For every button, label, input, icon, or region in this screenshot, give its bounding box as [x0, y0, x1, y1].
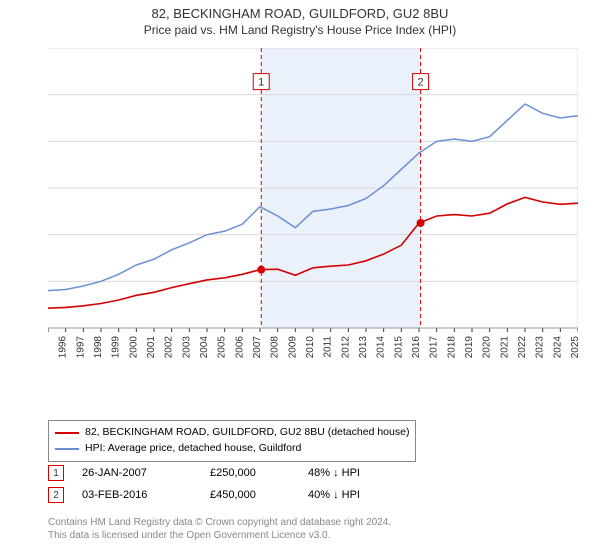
svg-text:1997: 1997 — [75, 336, 86, 359]
svg-text:2005: 2005 — [217, 336, 228, 359]
legend-item: 82, BECKINGHAM ROAD, GUILDFORD, GU2 8BU … — [55, 425, 409, 441]
svg-text:1995: 1995 — [48, 336, 51, 359]
price-chart: £0£200K£400K£600K£800K£1M£1.2M1995199619… — [48, 48, 578, 368]
svg-text:2014: 2014 — [376, 336, 387, 359]
svg-text:2007: 2007 — [252, 336, 263, 359]
events-table: 1 26-JAN-2007 £250,000 48% ↓ HPI 2 03-FEB-201… — [48, 462, 408, 506]
svg-text:2001: 2001 — [146, 336, 157, 359]
svg-text:2018: 2018 — [446, 336, 457, 359]
svg-text:2017: 2017 — [429, 336, 440, 359]
event-delta: 48% ↓ HPI — [308, 467, 408, 479]
svg-text:2016: 2016 — [411, 336, 422, 359]
legend-swatch — [55, 448, 79, 450]
event-badge: 2 — [48, 487, 64, 503]
event-price: £250,000 — [210, 467, 290, 479]
svg-text:1999: 1999 — [111, 336, 122, 359]
chart-title: 82, BECKINGHAM ROAD, GUILDFORD, GU2 8BU — [0, 6, 600, 21]
svg-text:2015: 2015 — [393, 336, 404, 359]
svg-text:2008: 2008 — [270, 336, 281, 359]
legend-label: 82, BECKINGHAM ROAD, GUILDFORD, GU2 8BU … — [85, 425, 409, 441]
svg-text:2019: 2019 — [464, 336, 475, 359]
event-row: 2 03-FEB-2016 £450,000 40% ↓ HPI — [48, 484, 408, 506]
event-price: £450,000 — [210, 489, 290, 501]
footer-line-1: Contains HM Land Registry data © Crown c… — [48, 516, 391, 529]
footer-line-2: This data is licensed under the Open Gov… — [48, 529, 391, 542]
legend-label: HPI: Average price, detached house, Guil… — [85, 441, 301, 457]
event-date: 03-FEB-2016 — [82, 489, 192, 501]
svg-text:2023: 2023 — [535, 336, 546, 359]
svg-text:2002: 2002 — [164, 336, 175, 359]
legend: 82, BECKINGHAM ROAD, GUILDFORD, GU2 8BU … — [48, 420, 416, 462]
svg-text:1996: 1996 — [58, 336, 69, 359]
svg-text:2004: 2004 — [199, 336, 210, 359]
svg-text:2021: 2021 — [499, 336, 510, 359]
svg-text:2024: 2024 — [552, 336, 563, 359]
svg-text:2006: 2006 — [234, 336, 245, 359]
chart-subtitle: Price paid vs. HM Land Registry's House … — [0, 23, 600, 37]
svg-text:2: 2 — [418, 77, 424, 89]
svg-text:2011: 2011 — [323, 336, 334, 358]
svg-text:1: 1 — [258, 77, 264, 89]
svg-text:2010: 2010 — [305, 336, 316, 359]
event-row: 1 26-JAN-2007 £250,000 48% ↓ HPI — [48, 462, 408, 484]
svg-text:2020: 2020 — [482, 336, 493, 359]
svg-text:2025: 2025 — [570, 336, 578, 359]
svg-text:2022: 2022 — [517, 336, 528, 359]
event-date: 26-JAN-2007 — [82, 467, 192, 479]
svg-text:2003: 2003 — [181, 336, 192, 359]
svg-text:2012: 2012 — [340, 336, 351, 359]
event-delta: 40% ↓ HPI — [308, 489, 408, 501]
footer-attribution: Contains HM Land Registry data © Crown c… — [48, 516, 391, 542]
event-badge: 1 — [48, 465, 64, 481]
svg-text:2013: 2013 — [358, 336, 369, 359]
svg-text:1998: 1998 — [93, 336, 104, 359]
svg-text:2009: 2009 — [287, 336, 298, 359]
svg-text:2000: 2000 — [128, 336, 139, 359]
legend-swatch — [55, 432, 79, 434]
legend-item: HPI: Average price, detached house, Guil… — [55, 441, 409, 457]
